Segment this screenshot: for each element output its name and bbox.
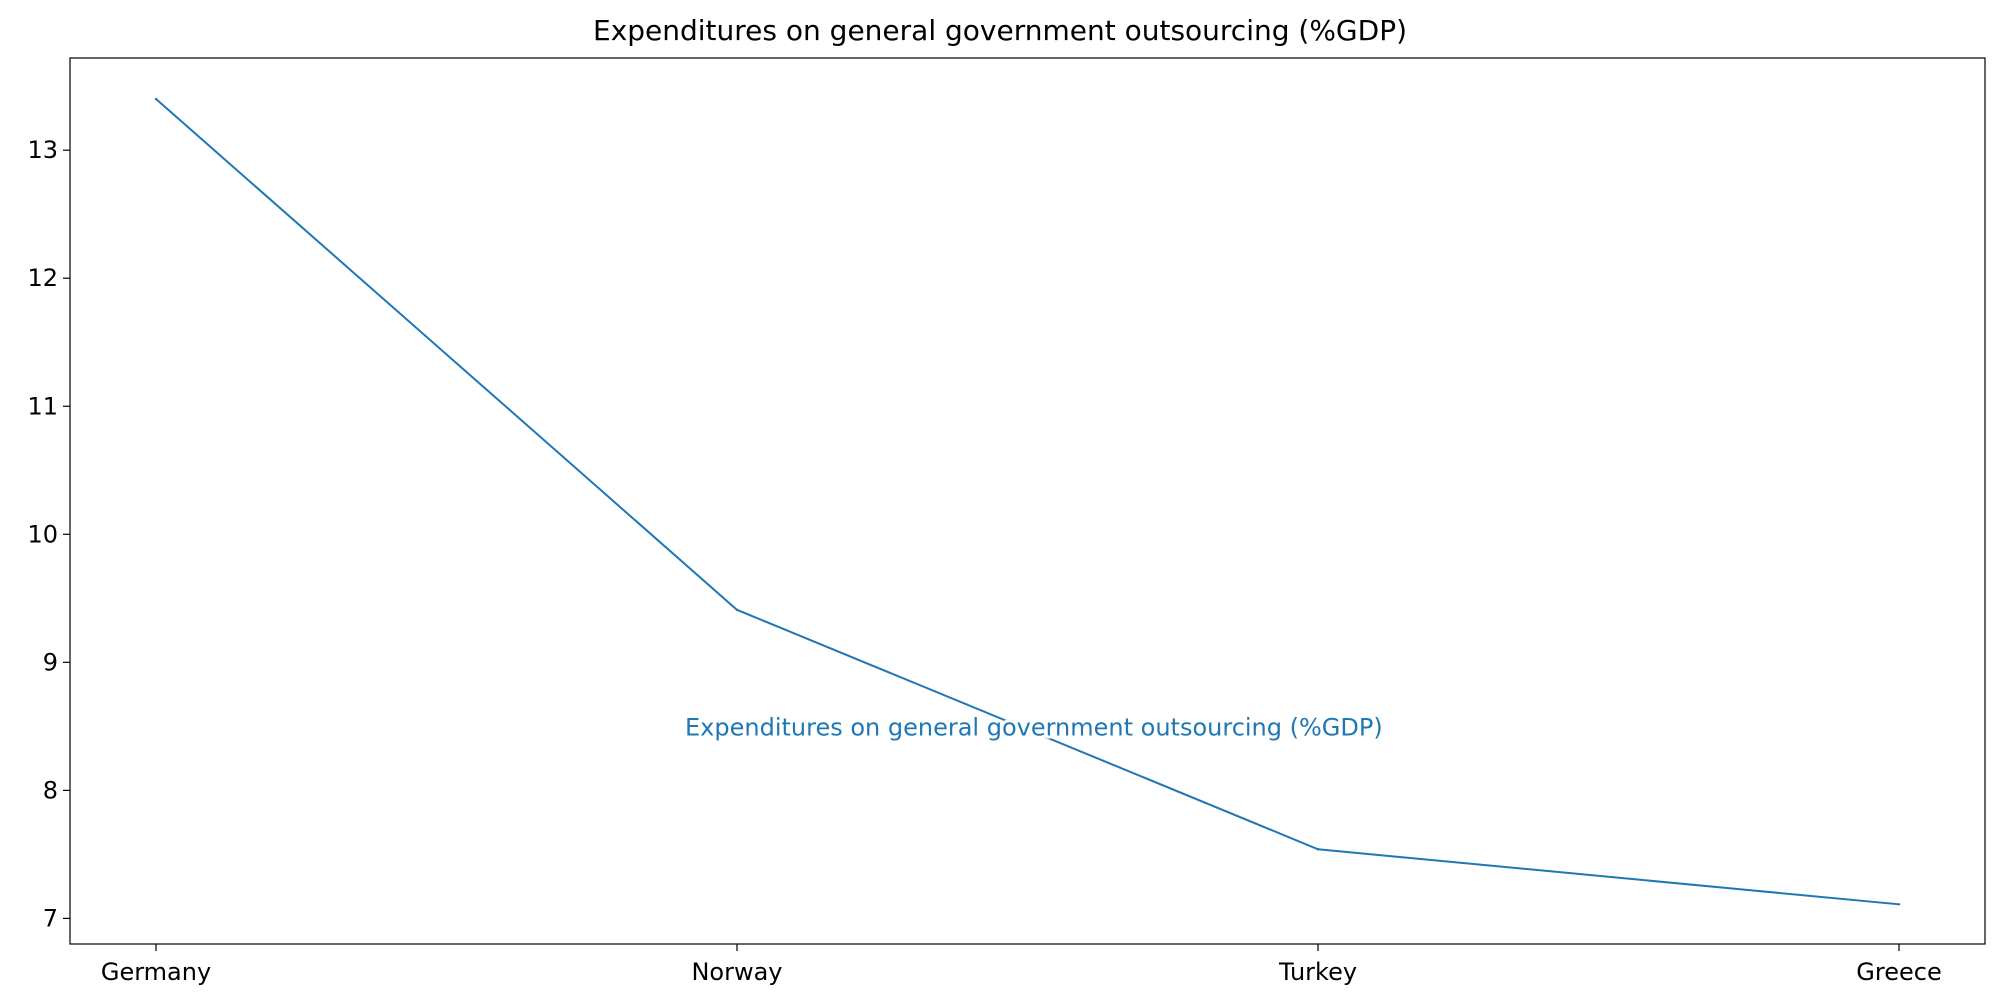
x-tick-label: Germany xyxy=(101,958,211,986)
y-tick-label: 13 xyxy=(27,136,58,164)
data-point xyxy=(1316,848,1320,851)
y-tick-label: 11 xyxy=(27,392,58,420)
y-tick-label: 10 xyxy=(27,520,58,548)
y-tick-label: 12 xyxy=(27,264,58,292)
x-tick-label: Norway xyxy=(691,958,782,986)
series-line xyxy=(155,98,1900,906)
axes-frame xyxy=(69,57,1986,945)
plot-area: 7 8 9 10 11 12 13 Germany Norway Turkey Greece Expe… xyxy=(27,57,1986,986)
data-point xyxy=(154,97,158,101)
x-tick-label: Turkey xyxy=(1278,958,1357,986)
data-point xyxy=(735,608,739,612)
y-tick-label: 9 xyxy=(43,648,58,676)
y-tick-label: 8 xyxy=(43,776,58,804)
series-annotation: Expenditures on general government outso… xyxy=(685,714,1383,742)
x-tick-label: Greece xyxy=(1856,958,1941,986)
chart-title: Expenditures on general government outso… xyxy=(593,14,1407,47)
y-tick-label: 7 xyxy=(43,904,58,932)
data-point xyxy=(1897,903,1901,906)
